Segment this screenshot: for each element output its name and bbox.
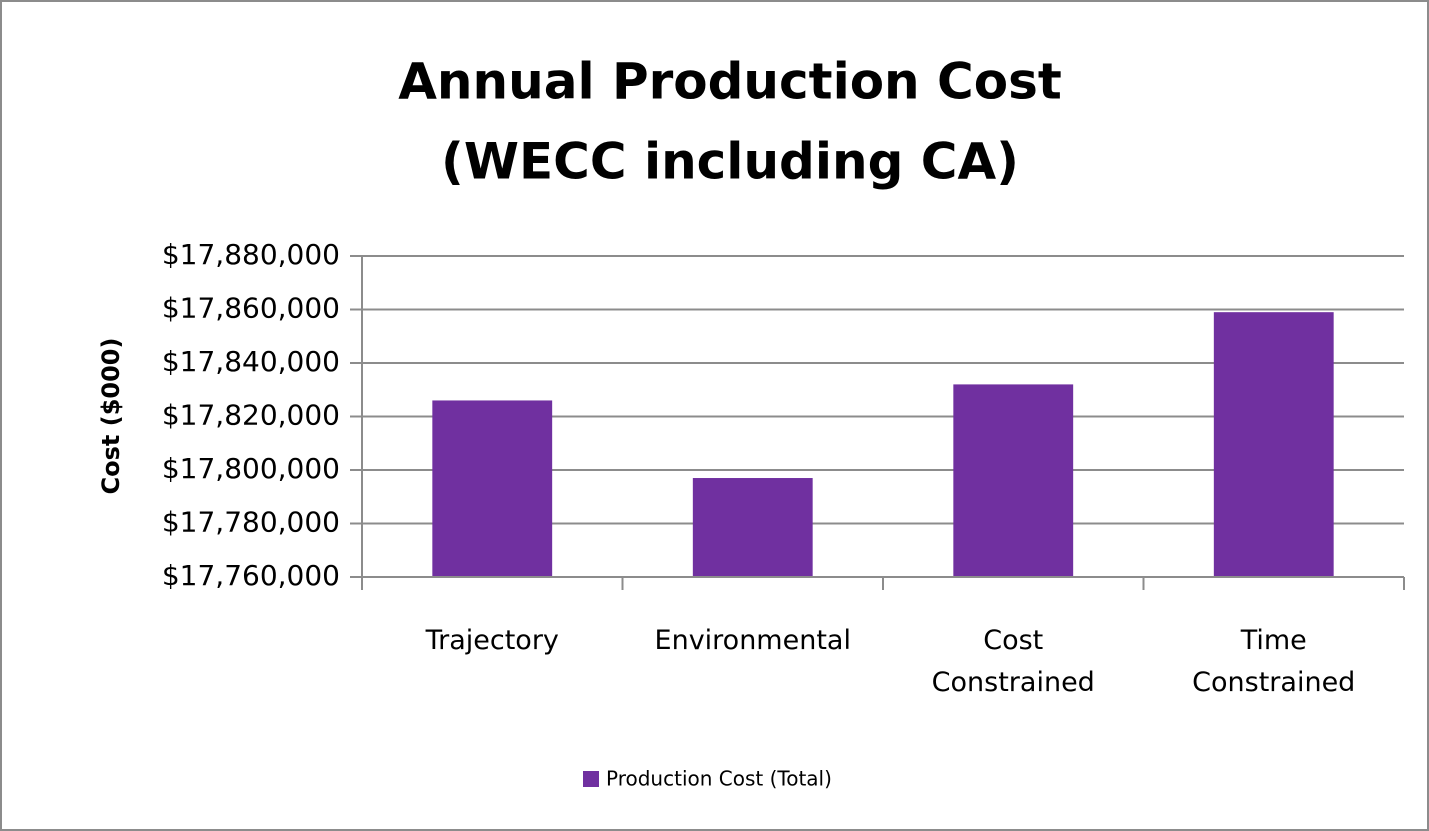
y-tick-label: $17,840,000 xyxy=(162,345,340,378)
bar xyxy=(432,400,553,577)
bar xyxy=(692,478,813,577)
legend-label: Production Cost (Total) xyxy=(606,767,832,791)
y-tick-label: $17,880,000 xyxy=(162,238,340,271)
legend-swatch xyxy=(583,771,599,787)
bar xyxy=(1213,312,1334,577)
chart-title: Annual Production Cost xyxy=(398,53,1062,111)
y-tick-label: $17,760,000 xyxy=(162,559,340,592)
x-tick-label: Cost Constrained xyxy=(931,625,1095,698)
y-tick-label: $17,820,000 xyxy=(162,399,340,432)
y-tick-label: $17,780,000 xyxy=(162,506,340,539)
y-tick-label: $17,860,000 xyxy=(162,292,340,325)
x-tick-label: Time Constrained xyxy=(1192,625,1356,698)
x-tick-label: Trajectory xyxy=(425,625,559,656)
y-tick-label: $17,800,000 xyxy=(162,452,340,485)
x-tick-label: Environmental xyxy=(654,625,851,656)
bar xyxy=(953,384,1074,577)
y-axis-label: Cost ($000) xyxy=(97,338,125,495)
chart-subtitle: (WECC including CA) xyxy=(441,133,1019,191)
